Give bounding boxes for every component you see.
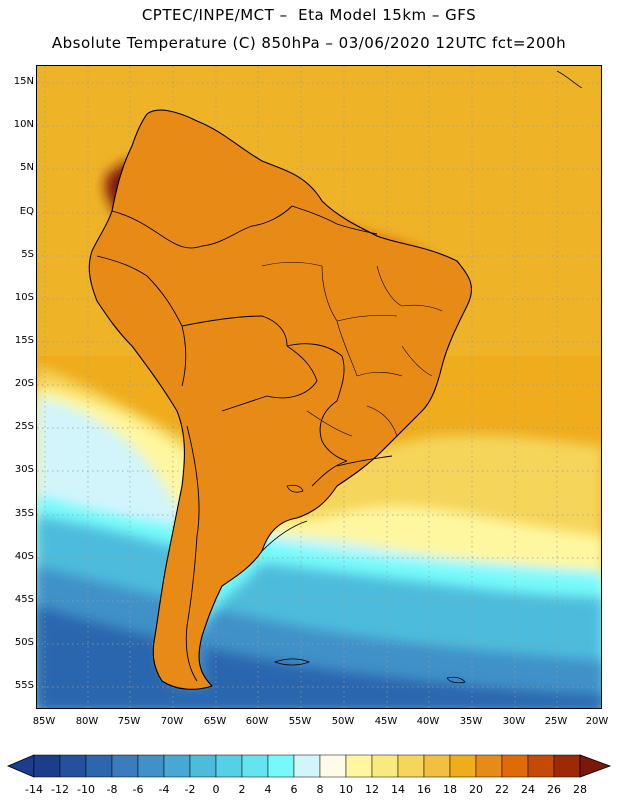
lon-label-80w: 80W (75, 716, 99, 727)
colorbar-swatch-5 (137, 754, 165, 778)
colorbar-label: -14 (25, 783, 43, 796)
colorbar-label: -12 (51, 783, 69, 796)
lat-label-30s: 30S (14, 464, 34, 475)
colorbar-swatch-14 (371, 754, 399, 778)
colorbar-swatch-6 (163, 754, 191, 778)
colorbar-label: 26 (547, 783, 561, 796)
colorbar-swatch-2 (59, 754, 87, 778)
colorbar-label: -6 (132, 783, 144, 796)
colorbar-label: 10 (339, 783, 353, 796)
lon-label-45w: 45W (374, 716, 398, 727)
colorbar-label: 14 (391, 783, 405, 796)
colorbar-label: 12 (365, 783, 379, 796)
colorbar-swatch-20 (527, 754, 555, 778)
temperature-field (37, 66, 601, 708)
lat-label-10n: 10N (13, 119, 34, 130)
lon-label-30w: 30W (502, 716, 526, 727)
colorbar-label: 16 (417, 783, 431, 796)
colorbar-label: 2 (238, 783, 246, 796)
lat-label-15s: 15S (14, 335, 34, 346)
lat-label-20s: 20S (14, 378, 34, 389)
colorbar-label: -2 (184, 783, 196, 796)
lat-label-55s: 55S (14, 680, 34, 691)
colorbar-swatch-7 (189, 754, 217, 778)
lon-label-50w: 50W (331, 716, 355, 727)
colorbar-swatch-8 (215, 754, 243, 778)
lat-label-25s: 25S (14, 421, 34, 432)
colorbar-label: -10 (77, 783, 95, 796)
colorbar-swatch-17 (449, 754, 477, 778)
colorbar-label: 24 (521, 783, 535, 796)
colorbar-swatch-11 (293, 754, 321, 778)
lon-label-85w: 85W (32, 716, 56, 727)
colorbar-label: 28 (573, 783, 587, 796)
colorbar-swatch-16 (423, 754, 451, 778)
lat-label-10s: 10S (14, 292, 34, 303)
lon-label-75w: 75W (117, 716, 141, 727)
colorbar-swatch-13 (345, 754, 373, 778)
temperature-colorbar (6, 754, 612, 778)
lat-label-45s: 45S (14, 594, 34, 605)
colorbar-swatch-3 (85, 754, 113, 778)
lon-label-55w: 55W (288, 716, 312, 727)
colorbar-label: -8 (106, 783, 118, 796)
lat-label-40s: 40S (14, 551, 34, 562)
colorbar-label: 0 (212, 783, 220, 796)
lon-label-70w: 70W (160, 716, 184, 727)
lon-label-40w: 40W (416, 716, 440, 727)
colorbar-swatch-9 (241, 754, 269, 778)
colorbar-label: 18 (443, 783, 457, 796)
country-borders (96, 205, 393, 682)
map-title-line1: CPTEC/INPE/MCT – Eta Model 15km – GFS (141, 6, 477, 24)
colorbar-label: 4 (264, 783, 272, 796)
islands-and-lakes (273, 70, 583, 684)
colorbar-swatch-21 (553, 754, 581, 778)
lat-label-eq: EQ (19, 206, 34, 217)
lat-label-5s: 5S (21, 249, 34, 260)
colorbar-arrow-low (6, 754, 35, 778)
lat-label-15n: 15N (13, 76, 34, 87)
lon-label-25w: 25W (544, 716, 568, 727)
lon-label-35w: 35W (459, 716, 483, 727)
map-title-line2: Absolute Temperature (C) 850hPa – 03/06/… (51, 34, 567, 52)
colorbar-swatch-15 (397, 754, 425, 778)
colorbar-swatch-4 (111, 754, 139, 778)
colorbar-swatch-19 (501, 754, 529, 778)
lat-label-5n: 5N (20, 162, 34, 173)
lat-label-35s: 35S (14, 508, 34, 519)
lat-label-50s: 50S (14, 637, 34, 648)
colorbar-swatch-1 (33, 754, 61, 778)
colorbar-swatch-12 (319, 754, 347, 778)
lon-label-65w: 65W (203, 716, 227, 727)
colorbar-arrow-high (579, 754, 612, 778)
colorbar-swatch-18 (475, 754, 503, 778)
colorbar-swatch-10 (267, 754, 295, 778)
temperature-map (36, 65, 602, 709)
lon-label-20w: 20W (585, 716, 609, 727)
colorbar-label: 20 (469, 783, 483, 796)
state-borders (261, 261, 443, 437)
colorbar-label: 22 (495, 783, 509, 796)
lon-label-60w: 60W (245, 716, 269, 727)
colorbar-label: 8 (316, 783, 324, 796)
colorbar-label: -4 (158, 783, 170, 796)
colorbar-label: 6 (290, 783, 298, 796)
